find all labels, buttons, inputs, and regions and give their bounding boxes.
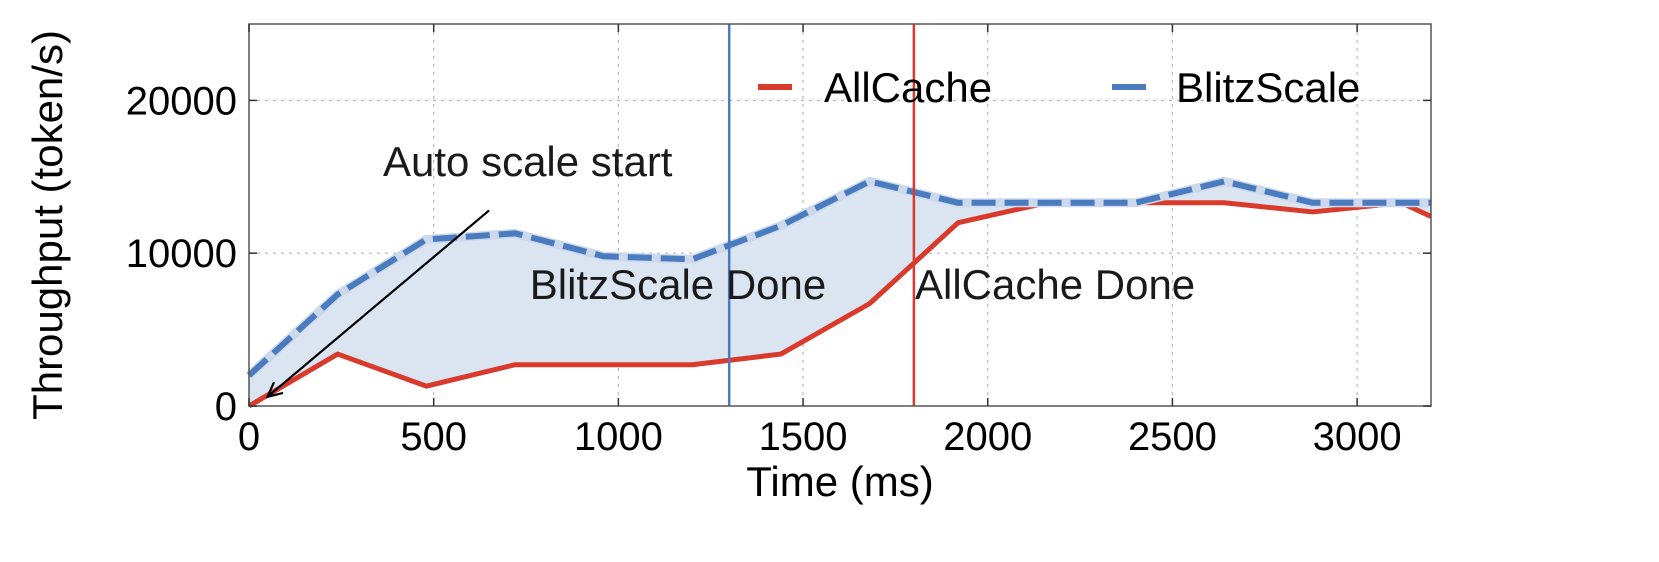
y-axis-title: Throughput (token/s) (24, 30, 71, 420)
annotations: BlitzScale Done AllCache Done Auto scale s… (265, 138, 1195, 399)
series-allcache-line (247, 200, 1433, 409)
axis-ticks: 0 500 1000 1500 2000 2500 3000 0 10000 20000 (126, 24, 1431, 459)
auto-scale-label: Auto scale start (383, 138, 673, 185)
x-axis-title: Time (ms) (746, 458, 933, 505)
y-tick-label: 10000 (126, 232, 237, 276)
auto-scale-arrow (266, 209, 490, 398)
x-tick-label: 2500 (1128, 415, 1217, 459)
allcache-done-label: AllCache Done (915, 261, 1195, 308)
legend-allcache-label: AllCache (824, 64, 992, 111)
axis-titles: Time (ms) Throughput (token/s) (24, 30, 934, 505)
fill-between-area (249, 181, 1431, 406)
x-tick-label: 500 (400, 415, 467, 459)
x-tick-label: 1500 (759, 415, 848, 459)
x-tick-label: 3000 (1313, 415, 1402, 459)
plot-border (248, 23, 1432, 407)
x-tick-label: 1000 (574, 415, 663, 459)
y-tick-label: 20000 (126, 79, 237, 123)
blitzscale-done-label: BlitzScale Done (530, 261, 826, 308)
legend: AllCache BlitzScale (758, 64, 1360, 111)
y-tick-label: 0 (215, 385, 237, 429)
fill-between-region (249, 181, 1431, 406)
auto-scale-arrowhead (265, 381, 284, 399)
plot-frame (248, 23, 1432, 407)
grid-lines (249, 24, 1431, 406)
x-tick-label: 2000 (943, 415, 1032, 459)
completion-lines (727, 24, 916, 406)
x-tick-label: 0 (238, 415, 260, 459)
legend-blitzscale-label: BlitzScale (1176, 64, 1360, 111)
